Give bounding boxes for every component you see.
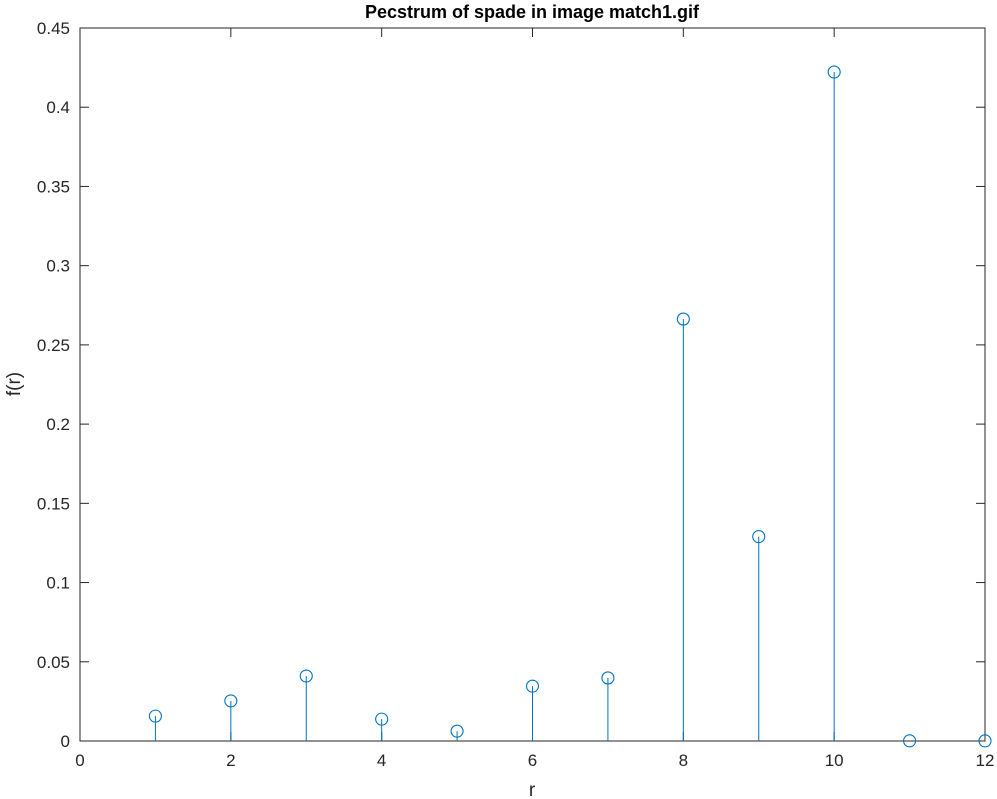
- y-axis: 0 0.05 0.1 0.15 0.2 0.25 0.3 0.35 0.4 0.45: [37, 19, 985, 751]
- x-tick-label: 12: [976, 751, 995, 770]
- x-tick-label: 10: [825, 751, 844, 770]
- stem-marker: [375, 712, 389, 726]
- y-tick-label: 0.15: [37, 494, 70, 513]
- y-tick-label: 0.2: [46, 415, 70, 434]
- stem-marker: [903, 734, 917, 748]
- x-axis-label: r: [529, 780, 536, 799]
- y-tick-label: 0.3: [46, 257, 70, 276]
- y-tick-label: 0.45: [37, 19, 70, 38]
- plot-area: [79, 27, 986, 742]
- stem-series: [148, 65, 992, 748]
- x-tick-label: 2: [226, 751, 235, 770]
- x-tick-label: 8: [679, 751, 688, 770]
- y-tick-label: 0.05: [37, 653, 70, 672]
- stem-marker: [978, 734, 992, 748]
- stem-marker: [601, 671, 615, 685]
- y-tick-label: 0.25: [37, 336, 70, 355]
- y-axis-label: f(r): [4, 372, 25, 396]
- stem-marker: [224, 694, 238, 708]
- x-tick-label: 0: [75, 751, 84, 770]
- stem-marker: [450, 724, 464, 738]
- stem-marker: [752, 530, 766, 544]
- y-tick-label: 0.35: [37, 177, 70, 196]
- x-tick-label: 4: [377, 751, 386, 770]
- stem-marker: [299, 669, 313, 683]
- y-tick-label: 0.4: [46, 98, 70, 117]
- stem-marker: [148, 709, 162, 723]
- y-tick-label: 0: [61, 732, 70, 751]
- chart-title: Pecstrum of spade in image match1.gif: [365, 2, 700, 22]
- stem-marker: [827, 65, 841, 79]
- stem-marker: [525, 679, 540, 693]
- x-tick-label: 6: [528, 751, 537, 770]
- y-tick-label: 0.1: [46, 574, 70, 593]
- stem-marker: [676, 312, 690, 326]
